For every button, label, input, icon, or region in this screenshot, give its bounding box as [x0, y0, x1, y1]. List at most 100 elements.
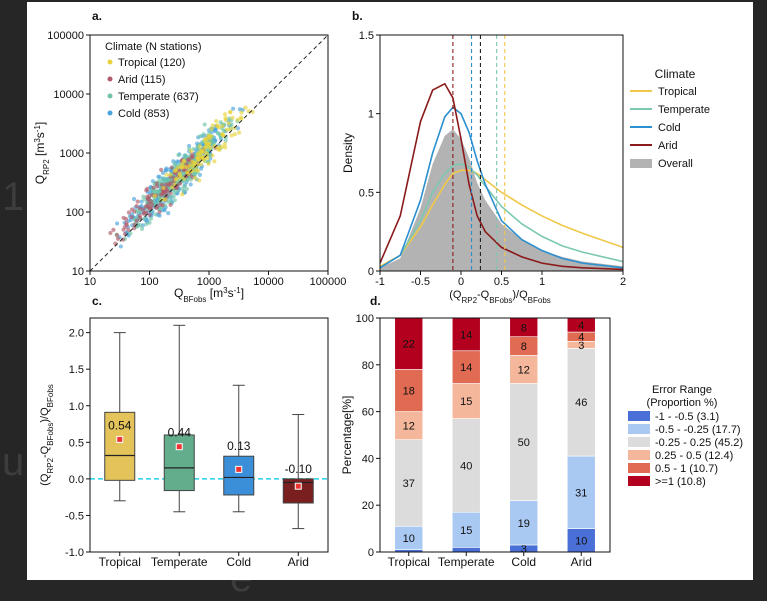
bar-segment-label: 15: [460, 396, 472, 408]
scatter-point: [149, 202, 155, 207]
mean-label: -0.10: [285, 462, 313, 476]
scatter-point: [210, 123, 215, 128]
panel-c-label: c.: [92, 294, 102, 308]
scatter-point: [124, 221, 129, 226]
bar-segment-label: 50: [518, 437, 530, 449]
figure: a. 10 100 1000 10000 100000 1010010001000010…: [27, 2, 753, 580]
legend: Climate Tropical Temperate Cold Arid Overall: [630, 67, 710, 170]
scatter-point: [160, 192, 165, 197]
bar-segment: [451, 511, 481, 548]
legend-title: Climate: [655, 67, 696, 81]
scatter-point: [190, 152, 195, 157]
x-tick-label: 2: [620, 276, 626, 288]
scatter-point: [223, 138, 228, 143]
legend-entry: Temperate (637): [118, 91, 199, 103]
x-tick-label: 0.5: [494, 276, 509, 288]
y-tick-label: 60: [362, 407, 374, 419]
x-tick-label: Tropical: [388, 555, 430, 569]
bar-segment-label: 15: [460, 525, 472, 537]
scatter-point: [164, 166, 169, 171]
bar-segment-label: 10: [575, 535, 587, 547]
mean-marker: [235, 465, 243, 473]
bar-segment: [451, 418, 481, 513]
y-axis-title: QRP2 [m3s-1]: [33, 122, 51, 185]
scatter-point: [129, 214, 134, 220]
x-tick-label: Arid: [571, 555, 592, 569]
scatter-point: [140, 207, 146, 212]
scatter-point: [123, 216, 129, 222]
scatter-point: [215, 123, 220, 128]
figure-background: [27, 2, 753, 580]
scatter-point: [222, 141, 228, 147]
x-tick-label: Cold: [511, 555, 536, 569]
scatter-point: [151, 185, 156, 190]
x-tick-label: Temperate: [438, 555, 495, 569]
scatter-point: [195, 156, 200, 161]
scatter-point: [160, 203, 165, 208]
legend-marker: [107, 110, 113, 116]
legend-swatch: [628, 450, 650, 460]
bar-segment: [394, 369, 424, 412]
scatter-point: [212, 144, 217, 149]
x-tick-label: 100000: [310, 276, 347, 288]
panel-a-label: a.: [92, 9, 102, 23]
scatter-point: [152, 193, 157, 199]
mean-marker: [175, 443, 183, 451]
y-tick-label: 10: [72, 266, 84, 278]
scatter-point: [172, 162, 177, 167]
density-curve-temperate: [379, 163, 624, 269]
y-axis: -1.0 -0.5 0.0 0.5 1.0 1.5 2.0: [65, 328, 90, 559]
panel-b-density: b. -1 -0.5 0 0.5 1 2 0 0.5 1 1.5 (QRP2-QBFobs)/Q…: [341, 9, 710, 305]
box-temperate: 0.44: [163, 324, 195, 513]
scatter-point: [216, 131, 221, 136]
scatter-point: [220, 132, 225, 137]
y-tick-label: 1.5: [359, 30, 374, 42]
scatter-point: [188, 182, 193, 187]
x-axis: Tropical Temperate Cold Arid: [388, 552, 592, 569]
legend-entry: Tropical: [658, 86, 697, 98]
scatter-point: [129, 207, 135, 212]
scatter-point: [228, 126, 233, 132]
bar-segment-label: 31: [575, 487, 587, 499]
scatter-point: [146, 197, 151, 202]
legend-entry: Temperate: [658, 104, 710, 116]
y-tick-label: 2.0: [69, 328, 84, 340]
scatter-point: [232, 132, 237, 137]
x-axis: Tropical Temperate Cold Arid: [99, 552, 309, 569]
scatter-point: [155, 205, 160, 210]
scatter-point: [197, 172, 203, 178]
y-axis: 0 20 40 60 80 100: [356, 313, 380, 559]
scatter-point: [154, 184, 160, 189]
scatter-point: [169, 165, 174, 170]
x-tick-label: 10: [84, 276, 96, 288]
scatter-point: [230, 115, 235, 120]
scatter-point: [223, 145, 228, 150]
bar-segment-label: 12: [403, 421, 415, 433]
scatter-point: [223, 116, 228, 121]
legend-entry: Overall: [658, 158, 693, 170]
legend-swatch: [628, 476, 650, 486]
bar-segment: [394, 317, 424, 370]
y-tick-label: 100: [356, 313, 374, 325]
scatter-point: [197, 144, 202, 149]
legend-swatch: [628, 437, 650, 447]
mean-marker: [294, 482, 302, 490]
scatter-point: [149, 199, 154, 204]
legend-title-line-1: Error Range: [652, 384, 712, 396]
background-fragment-1: 1: [2, 175, 25, 219]
mean-label: 0.54: [108, 418, 132, 432]
scatter-point: [120, 237, 126, 242]
scatter-point: [186, 157, 191, 162]
density-curves: [379, 82, 624, 271]
bar-segment-label: 46: [575, 397, 587, 409]
bar-segment: [566, 455, 596, 529]
legend-entry: >=1 (10.8): [655, 476, 706, 488]
scatter-point: [144, 210, 149, 215]
scatter-point: [148, 216, 154, 221]
legend-entry: -1 - -0.5 (3.1): [655, 411, 719, 423]
bar-segment: [509, 355, 539, 384]
scatter-point: [176, 152, 181, 158]
scatter-point: [239, 116, 244, 121]
scatter-point: [181, 188, 186, 194]
scatter-point: [159, 167, 164, 172]
